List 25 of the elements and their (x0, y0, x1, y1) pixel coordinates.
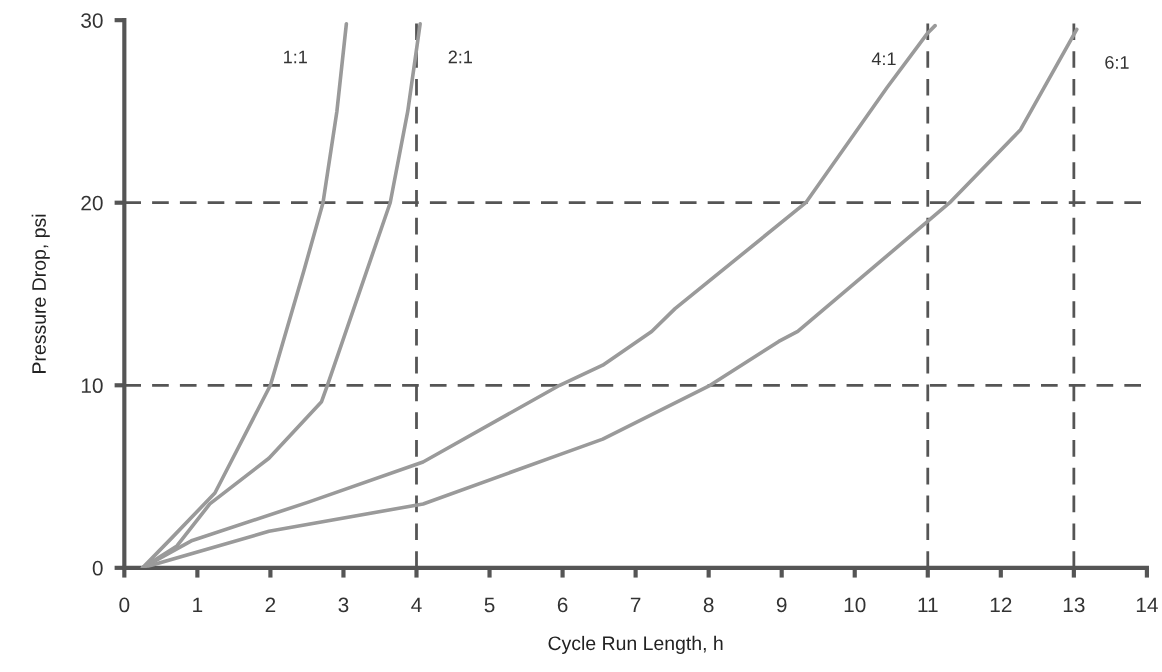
x-tick-label: 6 (557, 597, 568, 613)
x-tick-label: 5 (484, 597, 495, 613)
y-tick-label: 0 (92, 560, 103, 576)
x-tick-label: 14 (1136, 597, 1158, 613)
x-tick-label: 13 (1063, 597, 1085, 613)
x-tick-label: 2 (265, 597, 276, 613)
x-tick-label: 10 (844, 597, 866, 613)
y-tick-label: 30 (81, 13, 103, 28)
x-axis-title: Cycle Run Length, h (548, 635, 723, 654)
y-tick-label: 20 (81, 195, 103, 211)
x-tick-label: 8 (703, 597, 714, 613)
x-tick-label: 9 (776, 597, 787, 613)
series-label: 1:1 (284, 50, 307, 64)
y-tick-label: 10 (81, 378, 103, 394)
x-tick-label: 7 (630, 597, 641, 613)
series-label: 2:1 (448, 50, 472, 64)
x-tick-label: 4 (411, 597, 422, 613)
x-tick-label: 0 (119, 597, 130, 613)
y-axis-title: Pressure Drop, psi (31, 214, 50, 373)
series-label: 4:1 (871, 52, 896, 65)
x-tick-label: 3 (338, 597, 349, 613)
x-tick-label: 11 (918, 597, 938, 613)
x-tick-label: 12 (990, 597, 1012, 613)
x-tick-label: 1 (193, 597, 203, 613)
text: 6:1 (1105, 56, 1129, 69)
